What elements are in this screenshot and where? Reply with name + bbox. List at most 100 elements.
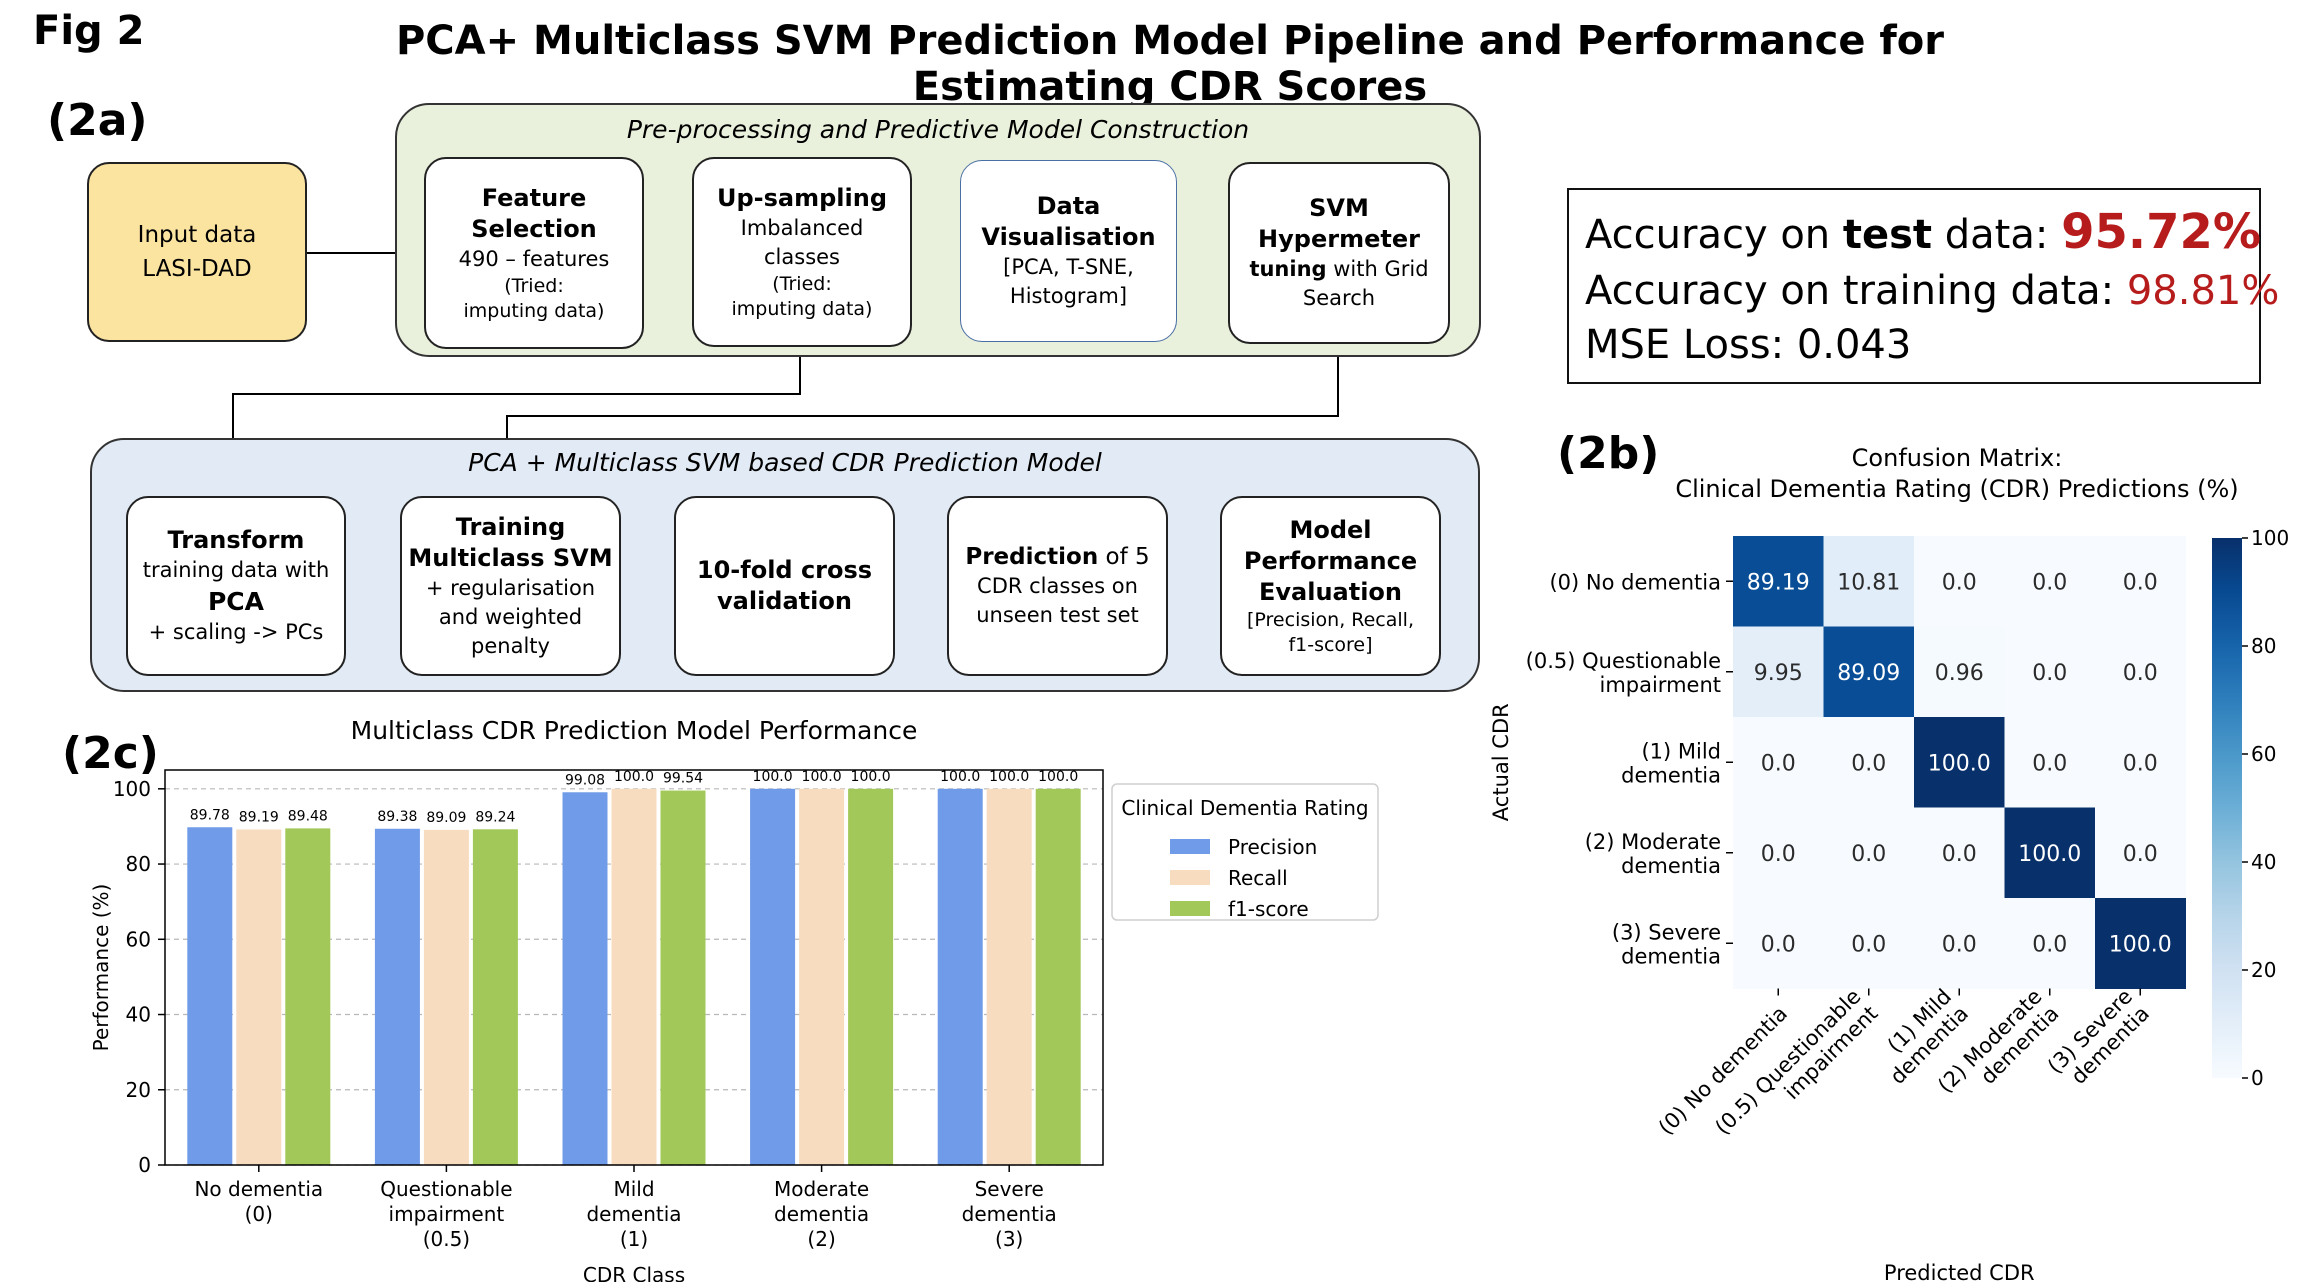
bar	[285, 828, 331, 1165]
colorbar-tick-label: 60	[2251, 742, 2276, 766]
x-tick-label: (2)	[807, 1227, 835, 1251]
accuracy-train-line: Accuracy on training data: 98.81%	[1585, 268, 2279, 314]
transform-line3: + scaling -> PCs	[148, 620, 324, 644]
evaluation-title-3: Evaluation	[1258, 577, 1402, 606]
y-tick-label: 20	[126, 1078, 151, 1102]
y-tick-label: 80	[126, 852, 151, 876]
bar	[986, 788, 1032, 1165]
bar-value-label: 89.19	[239, 809, 279, 825]
y-axis-label: Performance (%)	[89, 884, 113, 1052]
evaluation-line1: [Precision, Recall,	[1247, 608, 1414, 631]
preprocessing-title: Pre-processing and Predictive Model Cons…	[626, 115, 1250, 144]
cm-row-label: dementia	[1621, 763, 1721, 787]
colorbar-tick-label: 80	[2251, 634, 2276, 658]
bar	[660, 790, 706, 1165]
bar-value-label: 100.0	[753, 769, 793, 785]
cm-cell	[1733, 536, 1824, 627]
x-tick-label: (0.5)	[423, 1227, 470, 1251]
legend-box	[1111, 783, 1379, 921]
evaluation-title-2: Performance	[1243, 546, 1418, 575]
cm-cell	[1914, 536, 2005, 627]
bar	[848, 788, 894, 1165]
bar	[374, 828, 420, 1165]
legend-label: Recall	[1228, 866, 1288, 890]
accuracy-test-value: 95.72%	[2061, 204, 2261, 260]
training-line3: penalty	[471, 633, 550, 658]
cm-cell-value: 0.0	[1942, 932, 1977, 957]
cm-cell-value: 10.81	[1837, 570, 1900, 595]
transform-box: Transform training data with PCA + scali…	[126, 496, 346, 676]
cross-validation-box: 10-fold cross validation	[674, 496, 895, 676]
x-tick-label: Moderate	[774, 1177, 869, 1201]
cm-row-label: (0.5) Questionable	[1526, 649, 1721, 673]
training-line2: and weighted	[438, 604, 583, 629]
evaluation-line2: f1-score]	[1288, 633, 1373, 656]
cm-cell-value: 0.0	[1761, 842, 1796, 867]
panel-label-2c: (2c)	[62, 728, 159, 779]
svm-tuning-box: SVM Hypermeter tuning with Grid Search	[1228, 162, 1450, 344]
cm-cell-value: 0.0	[1942, 570, 1977, 595]
bar-value-label: 89.38	[377, 809, 417, 825]
accuracy-test-line: Accuracy on test data: 95.72%	[1585, 204, 2261, 260]
cm-cell-value: 0.0	[1851, 932, 1886, 957]
feature-selection-box: Feature Selection 490 – features (Tried:…	[424, 157, 644, 349]
cm-cell-value: 0.0	[1942, 842, 1977, 867]
cm-cell	[1914, 807, 2005, 899]
visualisation-line1: [PCA, T-SNE,	[1003, 255, 1134, 279]
transform-title: Transform	[167, 526, 305, 554]
cm-cell	[1733, 898, 1824, 989]
cm-cell	[1823, 536, 1915, 627]
training-title-1: Training	[455, 512, 566, 541]
bar	[562, 792, 608, 1165]
bar-value-label: 100.0	[989, 769, 1029, 785]
bar-value-label: 99.54	[663, 771, 703, 787]
cm-cell	[2004, 536, 2096, 627]
bar	[187, 827, 233, 1165]
x-axis-label: CDR Class	[583, 1263, 685, 1282]
training-line1: + regularisation	[425, 575, 596, 600]
legend-title: Clinical Dementia Rating	[1121, 796, 1368, 820]
cm-cell-value: 100.0	[2018, 842, 2081, 867]
cm-cell-value: 0.0	[1851, 842, 1886, 867]
cm-cell-value: 100.0	[1928, 751, 1991, 776]
training-title-2: Multiclass SVM	[408, 543, 613, 572]
cross-validation-line1: 10-fold cross	[696, 556, 873, 584]
svm-tuning-title-2: Hypermeter	[1258, 225, 1420, 253]
cm-row-label: (3) Severe	[1612, 920, 1721, 944]
colorbar-tick-label: 20	[2251, 958, 2276, 982]
cm-row-label: (2) Moderate	[1585, 830, 1721, 854]
feature-selection-line2: (Tried:	[504, 274, 564, 297]
figure-title: PCA+ Multiclass SVM Prediction Model Pip…	[395, 18, 1945, 110]
cm-cell-value: 0.0	[2032, 751, 2067, 776]
bar-value-label: 89.24	[475, 809, 515, 825]
bar	[750, 788, 796, 1165]
cm-cell-value: 0.0	[2032, 932, 2067, 957]
x-tick-label: dementia	[962, 1202, 1057, 1226]
upsampling-line1: Imbalanced	[740, 215, 864, 240]
x-tick-label: (1)	[620, 1227, 648, 1251]
input-line1: Input data	[137, 222, 257, 248]
bar-value-label: 100.0	[614, 769, 654, 785]
y-tick-label: 60	[126, 927, 151, 951]
svm-tuning-title-3-bold: tuning	[1249, 257, 1327, 281]
bar-chart-title: Multiclass CDR Prediction Model Performa…	[351, 716, 918, 745]
performance-bar-chart: Multiclass CDR Prediction Model Performa…	[89, 716, 1379, 1282]
legend-swatch	[1170, 901, 1210, 916]
cm-cell-value: 0.0	[2123, 751, 2158, 776]
bar	[423, 829, 469, 1165]
cm-cell-value: 89.09	[1837, 661, 1900, 686]
visualisation-box: Data Visualisation [PCA, T-SNE, Histogra…	[960, 160, 1177, 342]
upsampling-box: Up-sampling Imbalanced classes (Tried: i…	[692, 157, 912, 347]
cm-cell	[2004, 626, 2096, 718]
x-tick-label: dementia	[774, 1202, 869, 1226]
x-tick-label: No dementia	[194, 1177, 323, 1201]
cm-row-label: dementia	[1621, 854, 1721, 878]
upsampling-title: Up-sampling	[716, 183, 887, 212]
bar	[1035, 788, 1081, 1165]
panel-label-2a: (2a)	[47, 95, 148, 146]
visualisation-title-1: Data	[1036, 192, 1101, 220]
cm-cell-value: 0.0	[2123, 842, 2158, 867]
cm-cell-value: 0.0	[2123, 661, 2158, 686]
cm-cell	[1914, 717, 2005, 808]
